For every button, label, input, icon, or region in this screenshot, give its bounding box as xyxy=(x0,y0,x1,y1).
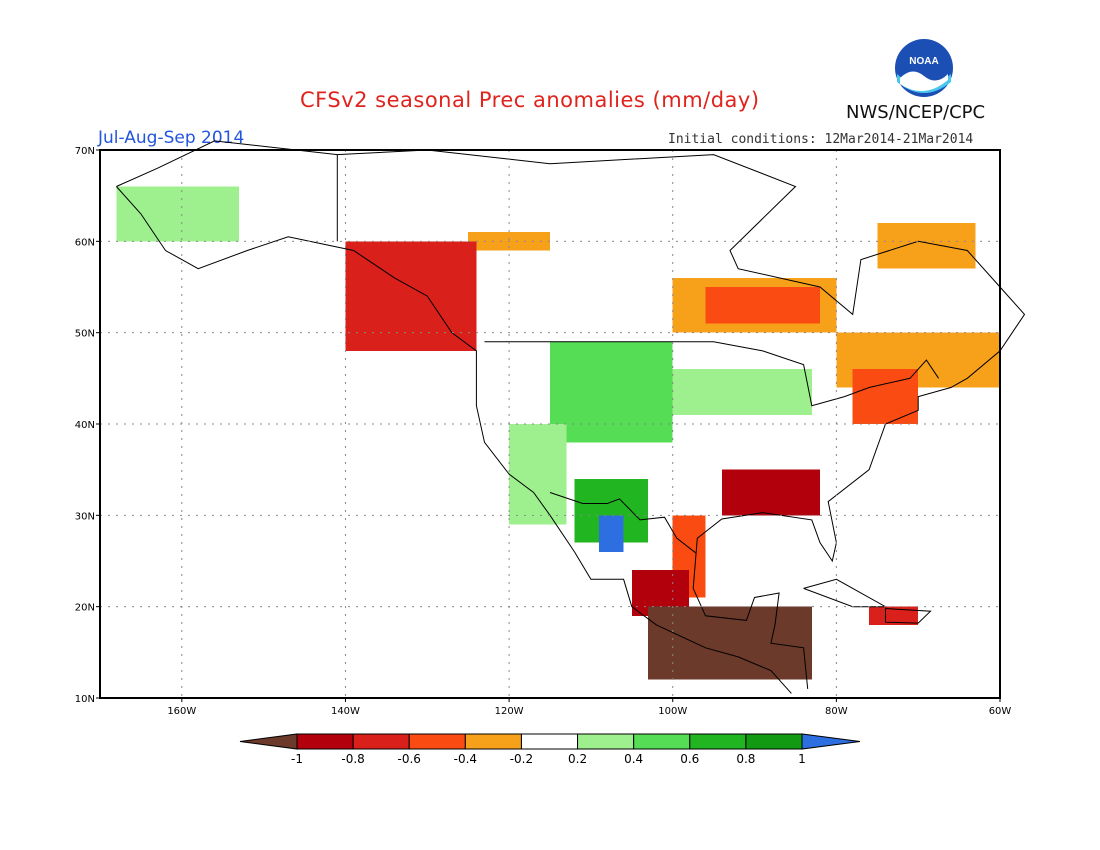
lat-label-5: 20N xyxy=(75,603,95,614)
colorbar-label-8: 0.8 xyxy=(736,752,755,766)
lon-label-3: 100W xyxy=(658,706,687,717)
anomaly-alaska-wet xyxy=(116,186,240,242)
anomaly-sierra-madre-wet xyxy=(599,515,624,552)
colorbar-label-0: -1 xyxy=(291,752,303,766)
colorbar-label-1: -0.8 xyxy=(341,752,364,766)
svg-text:NOAA: NOAA xyxy=(909,56,938,67)
lon-label-4: 80W xyxy=(825,706,848,717)
colorbar-segment-4 xyxy=(520,733,579,750)
colorbar-segment-6 xyxy=(633,733,691,750)
anomaly-caribbean-dry xyxy=(869,606,919,625)
lat-label-2: 50N xyxy=(75,329,95,340)
anomaly-central-america-dry xyxy=(648,606,812,680)
colorbar-label-2: -0.6 xyxy=(398,752,421,766)
colorbar-arrow-low xyxy=(239,733,298,750)
agency-label: NWS/NCEP/CPC xyxy=(846,102,986,123)
colorbar-segment-2 xyxy=(408,733,466,750)
lat-label-6: 10N xyxy=(75,694,95,705)
lat-label-3: 40N xyxy=(75,420,95,431)
lat-label-4: 30N xyxy=(75,511,95,522)
colorbar-label-5: 0.2 xyxy=(568,752,587,766)
anomaly-northeast-dry xyxy=(852,369,919,424)
lon-label-0: 160W xyxy=(167,706,196,717)
lon-label-1: 140W xyxy=(331,706,360,717)
colorbar-label-4: -0.2 xyxy=(510,752,533,766)
anomaly-rockies-wet xyxy=(550,341,673,443)
colorbar-segment-1 xyxy=(352,733,410,750)
hispaniola-outline xyxy=(885,608,932,624)
anomaly-labrador-dry xyxy=(877,223,976,269)
colorbar-label-9: 1 xyxy=(798,752,806,766)
cuba-outline xyxy=(803,578,888,608)
colorbar-segment-5 xyxy=(577,733,635,750)
coastline-east xyxy=(116,140,1026,689)
colorbar-segment-7 xyxy=(689,733,747,750)
colorbar-arrow-high xyxy=(801,733,861,750)
anomaly-ontario-dry xyxy=(705,287,820,324)
coastline-west xyxy=(116,186,792,694)
lat-label-1: 60N xyxy=(75,237,95,248)
period-label: Jul-Aug-Sep 2014 xyxy=(98,128,245,148)
colorbar-label-3: -0.4 xyxy=(454,752,477,766)
lon-label-5: 60W xyxy=(989,706,1012,717)
colorbar-segment-0 xyxy=(296,733,354,750)
anomaly-nevada-wet xyxy=(509,424,567,525)
anomaly-southeast-dry xyxy=(721,469,820,516)
border-us-canada xyxy=(484,341,940,407)
map-title: CFSv2 seasonal Prec anomalies (mm/day) xyxy=(300,88,760,112)
anomaly-midwest-wet xyxy=(672,369,812,415)
colorbar-label-7: 0.6 xyxy=(680,752,699,766)
initial-conditions: Initial conditions: 12Mar2014-21Mar2014 xyxy=(668,132,974,147)
noaa-logo: NOAA xyxy=(894,38,954,98)
colorbar-segment-8 xyxy=(745,733,803,750)
lon-label-2: 120W xyxy=(495,706,524,717)
colorbar-label-6: 0.4 xyxy=(624,752,643,766)
border-us-mexico xyxy=(549,492,696,554)
lat-label-0: 70N xyxy=(75,146,95,157)
colorbar-segment-3 xyxy=(464,733,522,750)
